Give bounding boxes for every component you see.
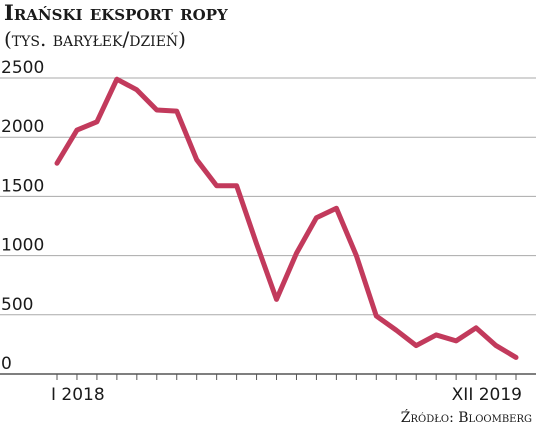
source: Źródło: Bloomberg — [401, 408, 532, 426]
y-tick-label: 1000 — [1, 236, 44, 256]
y-tick-label: 2000 — [1, 117, 44, 137]
data-line — [54, 76, 519, 360]
y-tick-label: 1500 — [1, 176, 44, 196]
y-tick-label: 2500 — [1, 58, 44, 78]
x-tick-label: XII 2019 — [452, 385, 522, 405]
y-tick-label: 500 — [1, 295, 33, 315]
x-tick-label: I 2018 — [51, 385, 105, 405]
chart-subtitle: (tys. baryłek/dzień) — [4, 27, 186, 51]
y-tick-label: 0 — [1, 354, 12, 374]
chart-title: Irański eksport ropy — [4, 0, 228, 25]
